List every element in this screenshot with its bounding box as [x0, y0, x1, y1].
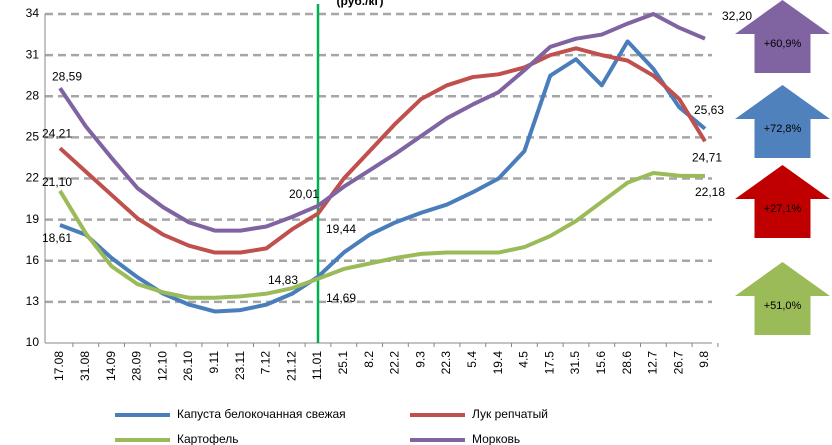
y-tick-label: 13: [26, 294, 40, 308]
x-tick-label: 4.5: [517, 351, 531, 368]
legend-label: Лук репчатый: [472, 407, 548, 421]
x-tick-label: 12.10: [155, 351, 169, 381]
x-tick-label: 9.11: [207, 351, 221, 374]
data-label: 14,69: [326, 291, 356, 305]
x-tick-label: 28.09: [130, 351, 144, 381]
data-label: 32,20: [722, 9, 752, 23]
arrow: [735, 165, 830, 238]
x-tick-label: 26.7: [671, 351, 685, 375]
series-line: [59, 39, 707, 314]
x-tick-label: 22.3: [439, 351, 453, 375]
x-tick-label: 8.2: [362, 351, 376, 368]
data-label: 19,44: [326, 222, 356, 236]
arrow-label: +72,8%: [764, 123, 802, 135]
data-label: 21,10: [42, 175, 72, 189]
arrow: [735, 0, 830, 73]
x-tick-label: 17.08: [52, 351, 66, 381]
x-tick-label: 31.08: [78, 351, 92, 381]
data-label: 24,71: [692, 151, 722, 165]
x-tick-label: 23.11: [233, 351, 247, 380]
y-tick-label: 34: [26, 6, 40, 20]
x-tick-label: 17.5: [542, 351, 556, 375]
x-tick-label: 19.4: [491, 351, 505, 375]
y-tick-label: 25: [26, 130, 40, 144]
x-tick-label: 15.6: [594, 351, 608, 375]
series-line: [58, 46, 707, 255]
y-tick-label: 10: [26, 335, 40, 349]
arrow: [735, 262, 830, 335]
data-label: 22,18: [695, 185, 725, 199]
x-tick-label: 25.1: [336, 351, 350, 375]
legend-label: Морковь: [472, 432, 520, 445]
y-tick-label: 19: [26, 212, 40, 226]
arrow: [735, 85, 830, 158]
arrow-label: +60,9%: [764, 38, 802, 50]
x-tick-label: 26.10: [181, 351, 195, 381]
x-tick-label: 14.09: [104, 351, 118, 381]
y-tick-label: 28: [26, 88, 40, 102]
arrow-label: +51,0%: [764, 300, 802, 312]
x-tick-label: 9.8: [697, 351, 711, 368]
legend-label: Капуста белокочанная свежая: [177, 407, 346, 421]
x-tick-label: 11.01: [310, 351, 324, 380]
y-tick-label: 22: [26, 171, 40, 185]
x-tick-label: 9.3: [413, 351, 427, 368]
y-tick-label: 31: [26, 47, 40, 61]
x-tick-label: 28.6: [620, 351, 634, 375]
x-tick-label: 7.12: [259, 351, 273, 375]
data-label: 24,21: [42, 126, 72, 140]
y-tick-label: 16: [26, 253, 40, 267]
series-line: [58, 171, 706, 300]
data-label: 14,83: [268, 273, 298, 287]
x-tick-label: 12.7: [646, 351, 660, 375]
x-tick-label: 21.12: [284, 351, 298, 381]
series-line: [58, 12, 706, 233]
data-label: 20,01: [289, 187, 319, 201]
data-label: 28,59: [52, 69, 82, 83]
data-label: 18,61: [42, 231, 72, 245]
arrow-label: +27,1%: [764, 203, 802, 215]
x-tick-label: 5.4: [465, 351, 479, 368]
x-tick-label: 22.2: [388, 351, 402, 375]
legend-label: Картофель: [177, 432, 239, 445]
x-tick-label: 31.5: [568, 351, 582, 375]
chart-title: (руб./кг): [337, 0, 384, 8]
data-label: 25,63: [694, 103, 724, 117]
